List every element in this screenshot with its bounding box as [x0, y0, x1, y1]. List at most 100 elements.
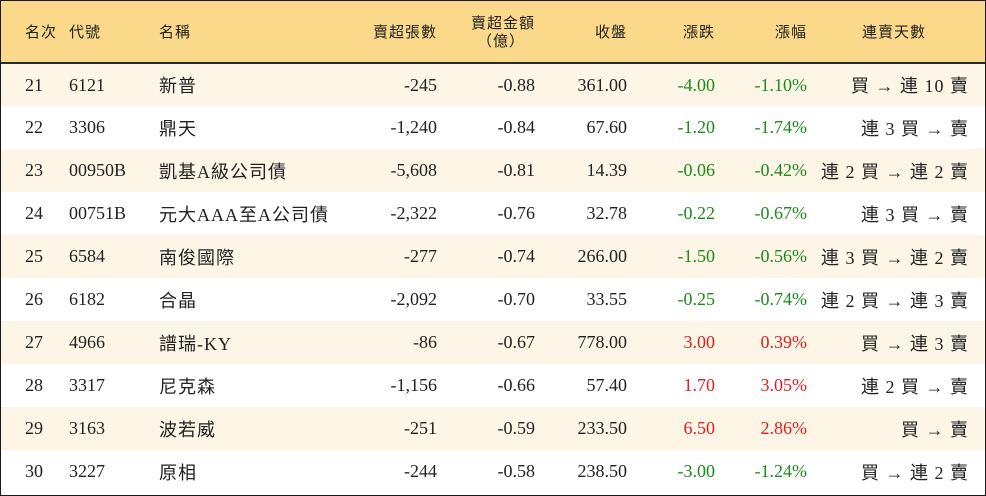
cell-sell-amount: -0.81	[497, 160, 536, 180]
cell-close: 14.39	[586, 160, 628, 180]
cell-streak: 連 2 買 → 連 2 賣	[821, 161, 969, 182]
cell-name: 元大AAA至A公司債	[159, 204, 329, 225]
header-code[interactable]: 代號	[63, 1, 151, 64]
table-row[interactable]: 27 4966 譜瑞-KY -86 -0.67 778.00 3.00 0.39…	[1, 321, 985, 364]
cell-streak: 連 3 買 → 賣	[861, 118, 969, 139]
cell-sell-lots: -5,608	[390, 160, 438, 180]
cell-streak: 連 2 買 → 連 3 賣	[821, 290, 969, 311]
cell-close: 233.50	[577, 418, 628, 438]
cell-rank: 28	[25, 375, 43, 395]
cell-rank: 25	[25, 246, 43, 266]
cell-code: 3163	[69, 418, 105, 438]
cell-rank: 26	[25, 289, 43, 309]
cell-rank: 22	[25, 117, 43, 137]
cell-change-pct: -1.10%	[754, 74, 808, 95]
cell-close: 266.00	[577, 246, 628, 266]
cell-streak: 連 2 買 → 賣	[861, 376, 969, 397]
cell-sell-amount: -0.74	[497, 246, 536, 266]
cell-name: 新普	[159, 76, 197, 96]
table-row[interactable]: 30 3227 原相 -244 -0.58 238.50 -3.00 -1.24…	[1, 450, 985, 493]
header-sell-amount-line1: 賣超金額	[470, 13, 535, 32]
table-row[interactable]: 21 6121 新普 -245 -0.88 361.00 -4.00 -1.10…	[1, 63, 985, 106]
cell-streak: 連 3 買 → 連 2 賣	[821, 247, 969, 268]
cell-sell-amount: -0.58	[497, 461, 536, 481]
cell-change-pct: 2.86%	[760, 418, 808, 438]
header-rank[interactable]: 名次	[1, 1, 63, 64]
cell-change-pct: 0.39%	[760, 332, 808, 352]
cell-code: 3306	[69, 117, 105, 137]
table-row[interactable]: 26 6182 合晶 -2,092 -0.70 33.55 -0.25 -0.7…	[1, 278, 985, 321]
cell-sell-amount: -0.66	[497, 375, 536, 395]
cell-change: -1.50	[677, 246, 716, 266]
table-row[interactable]: 24 00751B 元大AAA至A公司債 -2,322 -0.76 32.78 …	[1, 192, 985, 235]
cell-name: 鼎天	[159, 118, 197, 139]
cell-change: -0.25	[677, 289, 716, 309]
cell-close: 67.60	[586, 117, 628, 137]
cell-change-pct: -0.74%	[754, 289, 808, 309]
cell-change-pct: 3.05%	[760, 375, 808, 395]
cell-close: 32.78	[586, 203, 628, 223]
cell-change: 6.50	[683, 418, 716, 438]
cell-code: 6121	[69, 74, 105, 95]
table-header-row: 名次 代號 名稱 賣超張數 賣超金額 （億） 收盤 漲跌 漲幅 連賣天數	[1, 1, 985, 64]
cell-code: 6584	[69, 246, 105, 266]
table-row[interactable]: 22 3306 鼎天 -1,240 -0.84 67.60 -1.20 -1.7…	[1, 106, 985, 149]
cell-rank: 30	[25, 461, 43, 481]
header-sell-lots[interactable]: 賣超張數	[341, 1, 443, 64]
cell-streak: 買 → 賣	[901, 419, 969, 440]
cell-change: -0.22	[677, 203, 716, 223]
cell-sell-lots: -244	[404, 461, 437, 481]
cell-sell-amount: -0.59	[497, 418, 536, 438]
cell-code: 00950B	[69, 160, 127, 180]
cell-sell-amount: -0.76	[497, 203, 536, 223]
cell-change: -0.06	[677, 160, 716, 180]
cell-name: 凱基A級公司債	[159, 161, 287, 182]
cell-change-pct: -1.74%	[754, 117, 808, 137]
cell-close: 238.50	[577, 461, 628, 481]
cell-change-pct: -0.56%	[754, 246, 808, 266]
header-sell-amount-line2: （億）	[476, 31, 525, 50]
cell-sell-amount: -0.70	[497, 289, 536, 309]
cell-change: 1.70	[683, 375, 716, 395]
cell-sell-lots: -2,092	[390, 289, 438, 309]
cell-sell-amount: -0.67	[497, 332, 536, 352]
cell-change: -1.20	[677, 117, 716, 137]
cell-rank: 21	[25, 74, 43, 95]
header-change[interactable]: 漲跌	[633, 1, 721, 64]
cell-close: 33.55	[586, 289, 628, 309]
table-row[interactable]: 25 6584 南俊國際 -277 -0.74 266.00 -1.50 -0.…	[1, 235, 985, 278]
cell-streak: 買 → 連 10 賣	[851, 76, 969, 96]
cell-sell-amount: -0.88	[497, 74, 536, 95]
header-change-pct[interactable]: 漲幅	[721, 1, 813, 64]
table-row[interactable]: 29 3163 波若威 -251 -0.59 233.50 6.50 2.86%…	[1, 407, 985, 450]
cell-sell-lots: -277	[404, 246, 437, 266]
header-sell-amount[interactable]: 賣超金額 （億）	[443, 1, 541, 64]
cell-sell-lots: -1,156	[390, 375, 438, 395]
cell-code: 6182	[69, 289, 105, 309]
cell-change-pct: -1.24%	[754, 461, 808, 481]
cell-close: 57.40	[586, 375, 628, 395]
table-row[interactable]: 23 00950B 凱基A級公司債 -5,608 -0.81 14.39 -0.…	[1, 149, 985, 192]
header-close[interactable]: 收盤	[541, 1, 633, 64]
cell-name: 譜瑞-KY	[159, 333, 232, 354]
table-row[interactable]: 28 3317 尼克森 -1,156 -0.66 57.40 1.70 3.05…	[1, 364, 985, 407]
cell-name: 尼克森	[159, 376, 216, 397]
cell-change-pct: -0.67%	[754, 203, 808, 223]
header-streak[interactable]: 連賣天數	[813, 1, 985, 64]
cell-name: 南俊國際	[159, 247, 235, 268]
header-name[interactable]: 名稱	[151, 1, 341, 64]
cell-close: 778.00	[577, 332, 628, 352]
cell-name: 原相	[159, 462, 197, 483]
cell-change-pct: -0.42%	[754, 160, 808, 180]
cell-code: 3227	[69, 461, 105, 481]
cell-sell-lots: -245	[404, 74, 437, 95]
cell-code: 4966	[69, 332, 105, 352]
cell-rank: 27	[25, 332, 43, 352]
cell-change: -3.00	[677, 461, 716, 481]
cell-code: 00751B	[69, 203, 127, 223]
cell-streak: 買 → 連 2 賣	[861, 462, 969, 483]
cell-sell-lots: -86	[413, 332, 437, 352]
cell-close: 361.00	[577, 74, 628, 95]
cell-code: 3317	[69, 375, 105, 395]
